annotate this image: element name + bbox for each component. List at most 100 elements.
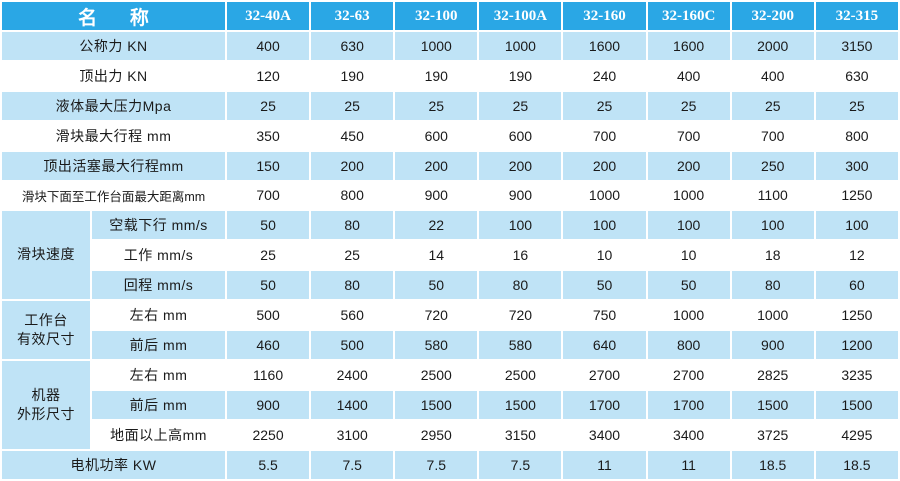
cell-value: 450 [311,122,394,151]
cell-value: 190 [395,62,478,91]
cell-value: 700 [227,182,310,209]
cell-value: 3100 [311,420,394,449]
slider-speed-working-row: 工作 mm/s 25 25 14 16 10 10 18 12 [2,240,898,269]
cell-value: 560 [311,300,394,329]
model-header: 32-40A [227,2,310,30]
cell-value: 25 [479,92,562,121]
cell-value: 80 [311,210,394,239]
row-label: 空载下行 mm/s [92,210,226,239]
cell-value: 700 [647,122,730,151]
cell-value: 3725 [731,420,814,449]
cell-value: 2500 [395,360,478,389]
cell-value: 300 [815,152,898,181]
cell-value: 100 [647,210,730,239]
name-header: 名 称 [2,2,226,30]
cell-value: 2825 [731,360,814,389]
header-row: 名 称 32-40A 32-63 32-100 32-100A 32-160 3… [2,2,898,30]
cell-value: 200 [479,152,562,181]
cell-value: 900 [731,330,814,359]
machine-size-left-right-row: 机器 外形尺寸 左右 mm 1160 2400 2500 2500 2700 2… [2,360,898,449]
model-header: 32-200 [731,2,814,30]
cell-value: 200 [395,152,478,181]
cell-value: 900 [395,182,478,209]
group-label-line: 机器 [31,386,61,403]
cell-value: 16 [479,240,562,269]
cell-value: 11 [647,450,730,479]
cell-value: 720 [479,300,562,329]
model-header: 32-315 [815,2,898,30]
cell-value: 18 [731,240,814,269]
cell-value: 2950 [395,420,478,449]
cell-value: 2700 [563,360,646,389]
ejection-force-row: 顶出力 KN 120 190 190 190 240 400 400 630 [2,62,898,91]
cell-value: 700 [563,122,646,151]
cell-value: 800 [647,330,730,359]
slider-table-distance-row: 滑块下面至工作台面最大距离mm 700 800 900 900 1000 100… [2,182,898,209]
cell-value: 1250 [815,300,898,329]
cell-value: 3400 [563,420,646,449]
cell-value: 2000 [731,32,814,61]
cell-value: 25 [395,92,478,121]
slider-speed-return-row: 回程 mm/s 50 80 50 80 50 50 80 60 [2,270,898,299]
row-label: 左右 mm [92,300,226,329]
cell-value: 50 [227,270,310,299]
machine-size-height-row: 地面以上高mm 2250 3100 2950 3150 3400 3400 37… [2,420,898,449]
cell-value: 190 [311,62,394,91]
row-label: 回程 mm/s [92,270,226,299]
cell-value: 1100 [731,182,814,209]
cell-value: 18.5 [731,450,814,479]
cell-value: 3150 [815,32,898,61]
cell-value: 1600 [647,32,730,61]
cell-value: 1700 [647,390,730,419]
machine-size-group-label: 机器 外形尺寸 [2,360,90,449]
cell-value: 2700 [647,360,730,389]
cell-value: 80 [731,270,814,299]
cell-value: 2400 [311,360,394,389]
cell-value: 400 [731,62,814,91]
max-liquid-pressure-row: 液体最大压力Mpa 25 25 25 25 25 25 25 25 [2,92,898,121]
group-label-line: 滑块速度 [17,246,75,263]
group-label-line: 外形尺寸 [17,405,75,422]
cell-value: 100 [815,210,898,239]
table-size-group-label: 工作台 有效尺寸 [2,300,90,359]
model-header: 32-63 [311,2,394,30]
cell-value: 3235 [815,360,898,389]
cell-value: 100 [563,210,646,239]
cell-value: 100 [731,210,814,239]
cell-value: 1200 [815,330,898,359]
row-label: 电机功率 KW [2,450,226,479]
cell-value: 200 [311,152,394,181]
cell-value: 630 [311,32,394,61]
slider-max-stroke-row: 滑块最大行程 mm 350 450 600 600 700 700 700 80… [2,122,898,151]
cell-value: 120 [227,62,310,91]
row-label: 工作 mm/s [92,240,226,269]
cell-value: 720 [395,300,478,329]
cell-value: 1000 [395,32,478,61]
cell-value: 80 [311,270,394,299]
row-label: 顶出力 KN [2,62,226,91]
cell-value: 14 [395,240,478,269]
row-label: 液体最大压力Mpa [2,92,226,121]
cell-value: 500 [311,330,394,359]
row-label: 顶出活塞最大行程mm [2,152,226,181]
cell-value: 50 [563,270,646,299]
cell-value: 4295 [815,420,898,449]
row-label: 左右 mm [92,360,226,389]
cell-value: 80 [479,270,562,299]
group-label-line: 工作台 [24,311,68,328]
ejector-max-stroke-row: 顶出活塞最大行程mm 150 200 200 200 200 200 250 3… [2,152,898,181]
cell-value: 25 [731,92,814,121]
cell-value: 350 [227,122,310,151]
cell-value: 190 [479,62,562,91]
cell-value: 1600 [563,32,646,61]
model-header: 32-100 [395,2,478,30]
cell-value: 50 [395,270,478,299]
cell-value: 25 [227,240,310,269]
row-label: 滑块最大行程 mm [2,122,226,151]
table-size-left-right-row: 工作台 有效尺寸 左右 mm 500 560 720 720 750 1000 … [2,300,898,359]
model-header: 32-160C [647,2,730,30]
cell-value: 900 [227,390,310,419]
cell-value: 2250 [227,420,310,449]
cell-value: 200 [563,152,646,181]
row-label: 前后 mm [92,390,226,419]
